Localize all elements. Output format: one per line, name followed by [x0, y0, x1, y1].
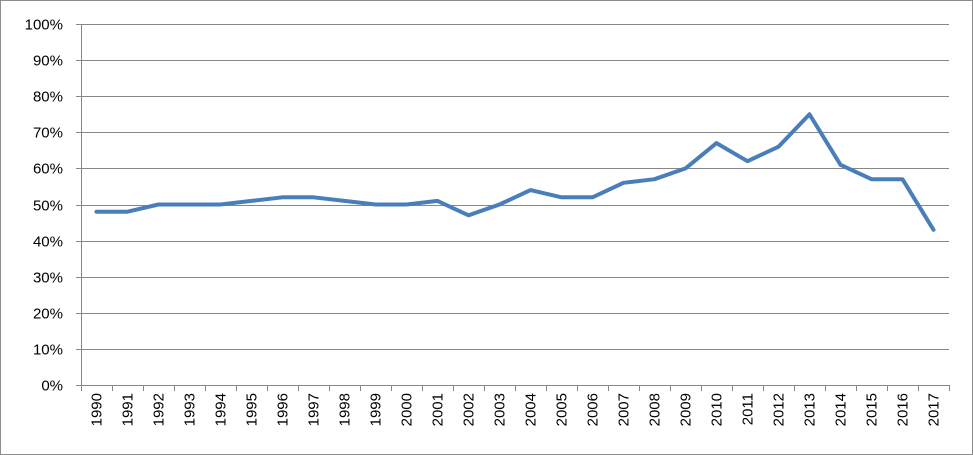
- y-tick-label: 0%: [41, 378, 63, 395]
- x-tick-label: 1995: [244, 393, 261, 426]
- series-line: [94, 112, 936, 232]
- y-tick-label: 50%: [33, 198, 63, 215]
- y-tick-label: 30%: [33, 270, 63, 287]
- x-tick-label: 2000: [399, 393, 416, 426]
- x-tick-label: 2012: [771, 393, 788, 426]
- series-layer: [94, 112, 936, 232]
- x-tick-label: 2005: [554, 393, 571, 426]
- x-tick-label: 2003: [492, 393, 509, 426]
- x-tick-label: 2013: [802, 393, 819, 426]
- y-tick-label: 100%: [25, 17, 63, 34]
- x-tick-label: 2001: [430, 393, 447, 426]
- x-tick-label: 1991: [120, 393, 137, 426]
- y-tick-label: 20%: [33, 306, 63, 323]
- y-tick-label: 60%: [33, 161, 63, 178]
- y-tick-label: 90%: [33, 53, 63, 70]
- axes: [76, 24, 950, 391]
- x-tick-label: 1996: [275, 393, 292, 426]
- x-tick-label: 1998: [337, 393, 354, 426]
- y-tick-label: 10%: [33, 342, 63, 359]
- y-tick-label: 80%: [33, 89, 63, 106]
- y-tick-labels: 0% 10% 20% 30% 40% 50% 60% 70% 80% 90% 100%: [25, 17, 63, 395]
- x-tick-label: 2017: [926, 393, 943, 426]
- x-tick-label: 2007: [616, 393, 633, 426]
- x-tick-label: 2004: [523, 393, 540, 426]
- x-tick-label: 2014: [833, 393, 850, 426]
- x-tick-label: 2008: [647, 393, 664, 426]
- x-tick-label: 2009: [678, 393, 695, 426]
- x-tick-label: 1992: [151, 393, 168, 426]
- x-tick-label: 1990: [89, 393, 106, 426]
- x-tick-labels: 1990 1991 1992 1993 1994 1995 1996 1997 1998 1999…: [89, 393, 943, 426]
- x-tick-label: 2002: [461, 393, 478, 426]
- y-tick-label: 70%: [33, 125, 63, 142]
- x-tick-label: 1994: [213, 393, 230, 426]
- x-tick-label: 1993: [182, 393, 199, 426]
- x-tick-label: 2011: [740, 393, 757, 425]
- y-tick-label: 40%: [33, 234, 63, 251]
- x-tick-label: 1999: [368, 393, 385, 426]
- x-tick-label: 2016: [895, 393, 912, 426]
- x-tick-label: 2006: [585, 393, 602, 426]
- x-tick-label: 2010: [709, 393, 726, 426]
- gridlines: [81, 24, 949, 350]
- x-tick-label: 2015: [864, 393, 881, 426]
- x-tick-label: 1997: [306, 393, 323, 426]
